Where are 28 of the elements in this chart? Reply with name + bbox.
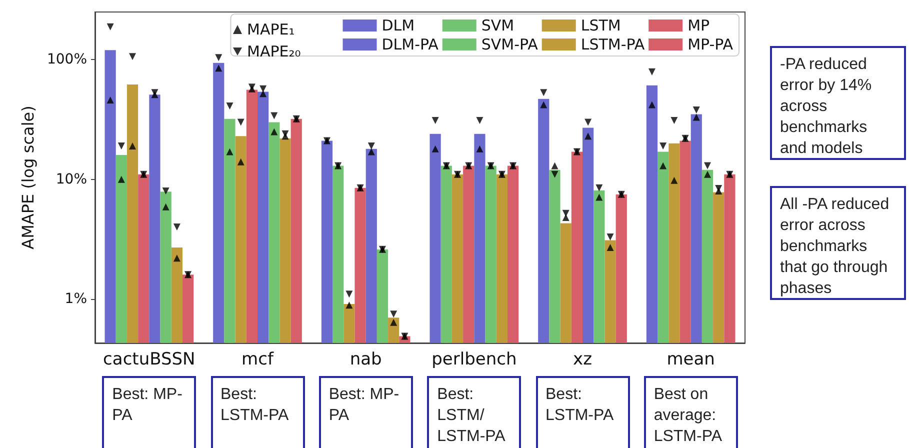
text: Best: LSTM-PA bbox=[210, 376, 304, 448]
text: -PA reduced error by 14% across benchmarks and models bbox=[770, 46, 906, 160]
legend-label: DLM-PA bbox=[382, 36, 440, 54]
text: Best: LSTM/ LSTM-PA bbox=[427, 376, 522, 448]
legend-label: SVM bbox=[481, 16, 514, 34]
y-tick-label: 1% bbox=[64, 291, 87, 308]
legend-label: SVM-PA bbox=[481, 36, 539, 54]
legend-label: MP bbox=[688, 16, 710, 34]
text: Best: MP-PA bbox=[102, 376, 196, 448]
x-tick-label: mcf bbox=[242, 350, 274, 370]
legend-label: LSTM bbox=[580, 16, 621, 34]
x-tick-label: mean bbox=[666, 350, 715, 370]
legend-label: DLM bbox=[382, 16, 415, 34]
y-tick-label: 100% bbox=[46, 52, 87, 68]
x-tick-label: perlbench bbox=[432, 350, 517, 370]
legend-label: MAPE₂₀ bbox=[247, 42, 301, 60]
legend-label: LSTM-PA bbox=[580, 36, 646, 54]
legend-label: MP-PA bbox=[688, 36, 734, 54]
y-axis-title: AMAPE (log scale) bbox=[18, 106, 38, 250]
x-tick-label: nab bbox=[350, 350, 382, 370]
text: Best on average: LSTM-PA bbox=[644, 376, 738, 448]
text: Best: MP-PA bbox=[318, 376, 413, 448]
y-tick-label: 10% bbox=[56, 171, 87, 188]
x-tick-label: xz bbox=[573, 350, 592, 370]
text: All -PA reduced error across benchmarks that go through phases bbox=[770, 186, 906, 300]
x-tick-label: cactuBSSN bbox=[103, 350, 196, 370]
legend-label: MAPE₁ bbox=[247, 20, 295, 38]
text: Best: LSTM-PA bbox=[536, 376, 630, 448]
